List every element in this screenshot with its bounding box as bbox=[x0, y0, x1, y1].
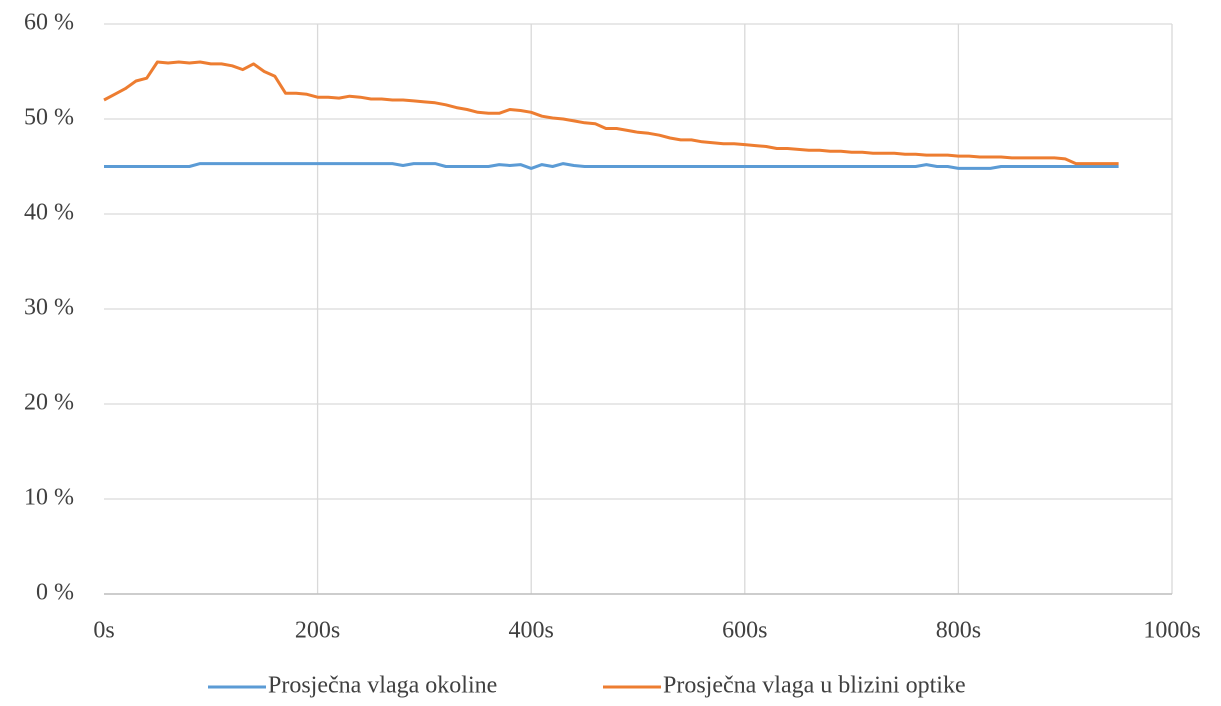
x-tick-label: 1000s bbox=[1143, 618, 1200, 644]
x-tick-label: 800s bbox=[936, 618, 981, 644]
legend-label: Prosječna vlaga u blizini optike bbox=[663, 673, 966, 699]
series-line bbox=[104, 162, 1119, 170]
legend-label: Prosječna vlaga okoline bbox=[268, 673, 497, 699]
y-tick-label: 0 % bbox=[36, 580, 74, 606]
series-line bbox=[103, 60, 1119, 166]
y-tick-label: 20 % bbox=[24, 390, 74, 416]
x-tick-label: 0s bbox=[93, 618, 114, 644]
y-tick-label: 30 % bbox=[24, 295, 74, 321]
x-tick-label: 600s bbox=[722, 618, 767, 644]
y-tick-label: 60 % bbox=[24, 10, 74, 36]
y-tick-label: 40 % bbox=[24, 200, 74, 226]
y-tick-label: 10 % bbox=[24, 485, 74, 511]
x-tick-label: 200s bbox=[295, 618, 340, 644]
x-tick-label: 400s bbox=[509, 618, 554, 644]
y-tick-label: 50 % bbox=[24, 105, 74, 131]
